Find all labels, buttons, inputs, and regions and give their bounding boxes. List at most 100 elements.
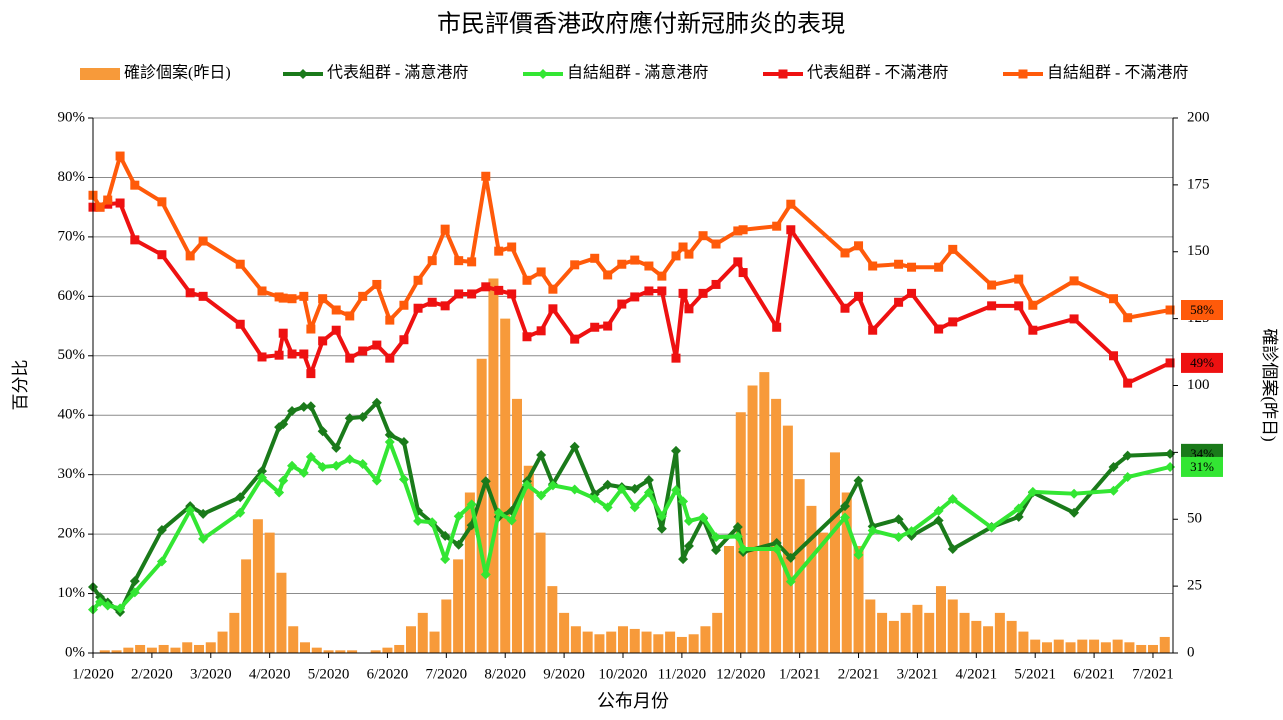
case-bar (252, 519, 263, 653)
point (1165, 461, 1176, 472)
point (398, 474, 409, 485)
point (115, 198, 125, 208)
point (986, 522, 997, 533)
point (947, 494, 958, 505)
case-bar (170, 647, 181, 653)
y-axis-label: 百分比 (11, 360, 30, 411)
end-label: 31% (1190, 459, 1214, 474)
point (629, 502, 640, 513)
point (786, 199, 796, 209)
point (453, 539, 464, 550)
case-bar (806, 505, 817, 653)
point (357, 458, 368, 469)
case-bar (311, 647, 322, 653)
case-bar (1136, 644, 1147, 653)
point (298, 467, 309, 478)
point (453, 511, 464, 522)
x-tick-label: 7/2020 (425, 666, 467, 682)
point (306, 369, 316, 379)
case-bar (417, 612, 428, 653)
point (1122, 450, 1133, 461)
point (656, 511, 667, 522)
y2-tick-label: 50 (1187, 511, 1202, 527)
legend-label: 確診個案(昨日) (124, 64, 231, 82)
point (906, 526, 917, 537)
point (480, 476, 491, 487)
point (589, 493, 600, 504)
point (569, 441, 580, 452)
case-bar (241, 559, 252, 653)
point (684, 249, 694, 259)
point (683, 541, 694, 551)
point (893, 532, 904, 543)
point (235, 492, 246, 503)
point (95, 202, 105, 212)
case-bar (983, 626, 994, 653)
point (711, 279, 721, 289)
case-bar (535, 532, 546, 653)
point (683, 516, 694, 527)
case-bar (476, 358, 487, 653)
y2-tick-label: 175 (1187, 176, 1210, 192)
x-tick-label: 3/2020 (190, 666, 232, 682)
point (933, 505, 944, 516)
legend-marker (1018, 69, 1028, 79)
point (711, 532, 722, 543)
point (907, 288, 917, 298)
x-tick-label: 6/2020 (367, 666, 409, 682)
case-bar (464, 492, 475, 653)
case-bar (441, 599, 452, 653)
point (358, 291, 368, 301)
point (907, 262, 917, 272)
legend-marker (298, 69, 308, 79)
point (684, 304, 694, 314)
case-bar (877, 612, 888, 653)
case-bar (370, 650, 381, 653)
point (115, 151, 125, 161)
case-bar (688, 634, 699, 653)
point (467, 257, 477, 267)
case-bar (723, 546, 734, 653)
point (372, 279, 382, 289)
y2-tick-label: 100 (1187, 377, 1210, 393)
point (331, 325, 341, 335)
y-tick-label: 80% (58, 169, 86, 185)
point (198, 236, 208, 246)
series-line (91, 154, 1171, 332)
point (318, 294, 328, 304)
y-tick-label: 0% (65, 644, 85, 660)
y-tick-label: 10% (58, 585, 86, 601)
point (130, 180, 140, 190)
point (894, 259, 904, 269)
end-label-box (1181, 352, 1223, 373)
point (481, 171, 491, 181)
point (548, 304, 558, 314)
point (317, 426, 328, 437)
point (1069, 276, 1079, 286)
point (602, 502, 613, 513)
point (1069, 488, 1080, 499)
point (185, 251, 195, 261)
x-tick-label: 2/2020 (131, 666, 173, 682)
case-bar (299, 642, 311, 653)
point (1028, 325, 1038, 335)
case-bar (1112, 639, 1123, 653)
point (678, 496, 689, 507)
point (493, 507, 504, 518)
point (839, 512, 850, 523)
point (643, 475, 654, 486)
point (357, 412, 368, 423)
y-tick-label: 60% (58, 288, 86, 304)
case-bar (1159, 636, 1170, 653)
point (385, 353, 395, 363)
point (103, 195, 113, 205)
point (299, 349, 309, 359)
case-bar (205, 642, 216, 653)
case-bar (700, 626, 711, 653)
point (278, 419, 289, 430)
point (868, 261, 878, 271)
x-tick-label: 3/2021 (897, 666, 939, 682)
case-bar (453, 559, 464, 653)
point (371, 397, 382, 408)
point (590, 253, 600, 263)
